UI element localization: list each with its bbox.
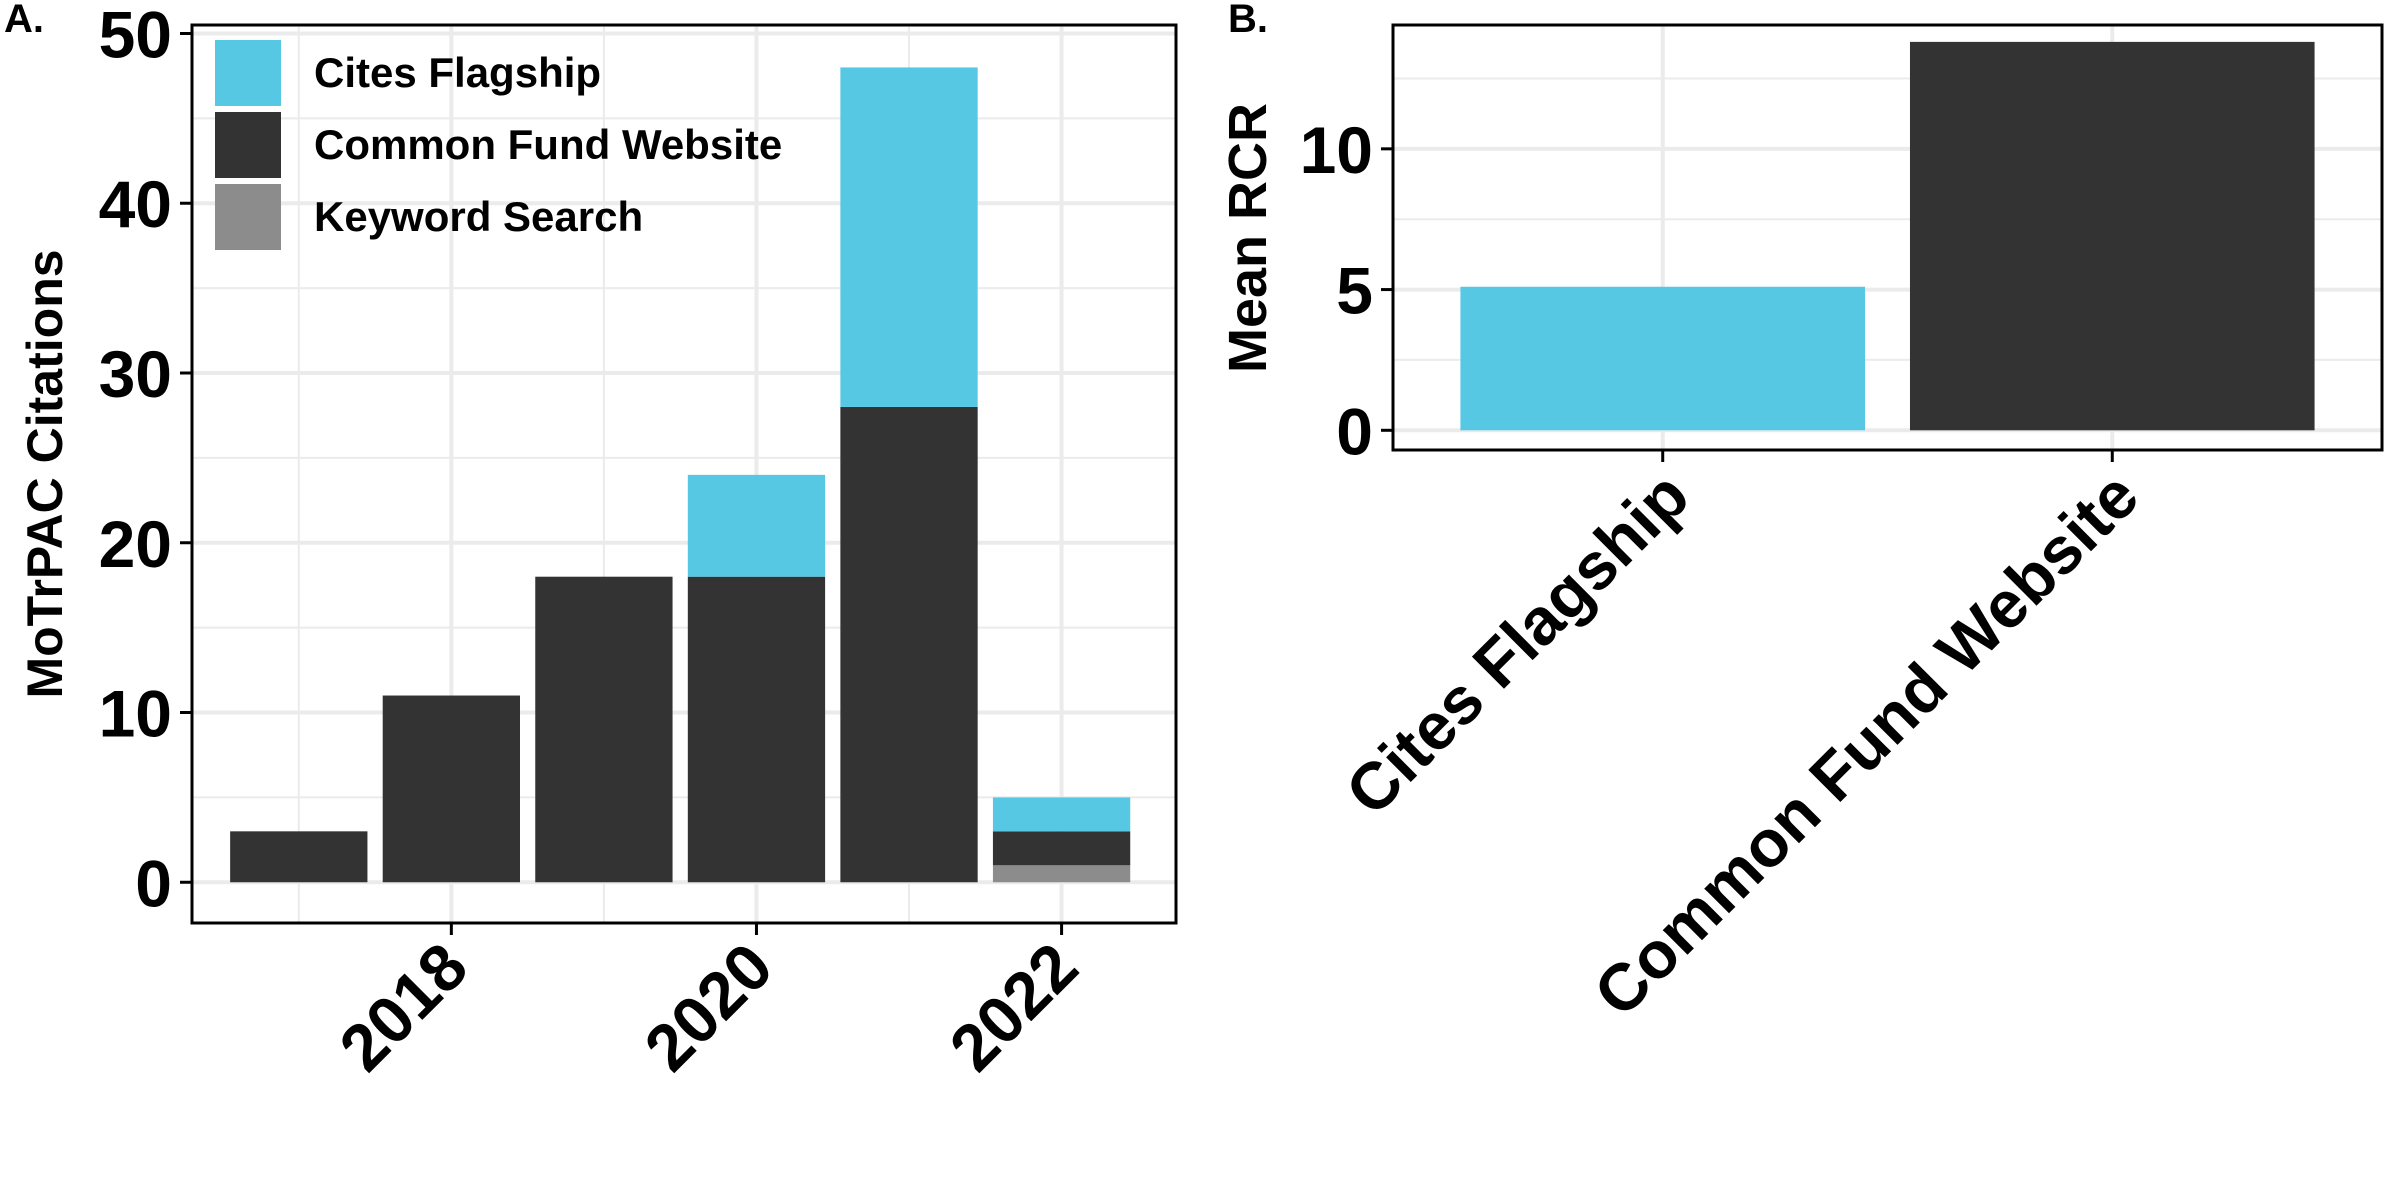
- panel-b-bars: [1460, 41, 2315, 431]
- panel-a: A. 0 10 20 30 40 50 2018 2020 2022 MoTrPAC Cita…: [4, 0, 1178, 1085]
- panel-a-plot-area: [192, 25, 1176, 923]
- panel-a-plot-border: [190, 23, 1178, 925]
- panel-a-letter: A.: [4, 0, 44, 41]
- bar-common-fund-website: [1909, 41, 2315, 431]
- y-tick-label: 10: [1300, 113, 1373, 187]
- panel-b-plot-border: [1391, 23, 2384, 452]
- legend-label: Keyword Search: [314, 193, 643, 240]
- x-tick-label: 2018: [325, 929, 481, 1085]
- legend-swatch: [215, 184, 281, 250]
- legend-swatch: [215, 112, 281, 178]
- bar-keyword-search-2022: [992, 865, 1131, 883]
- bar-common-fund-website-2019: [535, 576, 673, 883]
- y-tick-label: 30: [99, 337, 172, 411]
- y-tick-label: 20: [99, 507, 172, 581]
- y-tick-label: 50: [99, 0, 172, 71]
- panel-b-letter: B.: [1228, 0, 1268, 41]
- y-tick-label: 0: [135, 846, 172, 920]
- bar-cites-flagship: [1460, 286, 1866, 431]
- bar-cites-flagship-2021: [840, 67, 978, 407]
- panel-b-y-axis: 0 5 10: [1300, 113, 1393, 468]
- legend-label: Cites Flagship: [314, 49, 601, 96]
- bar-cites-flagship-2022: [992, 797, 1131, 832]
- legend-label: Common Fund Website: [314, 121, 782, 168]
- legend-swatch: [215, 40, 281, 106]
- bar-cites-flagship-2020: [687, 474, 826, 577]
- y-tick-label: 0: [1336, 394, 1373, 468]
- y-tick-label: 5: [1336, 254, 1373, 328]
- bar-common-fund-website-2017: [230, 831, 368, 883]
- bar-common-fund-website-2018: [382, 695, 520, 883]
- bar-common-fund-website-2022: [992, 831, 1131, 866]
- x-tick-label: Cites Flagship: [1331, 458, 1702, 829]
- panel-a-y-axis-title: MoTrPAC Citations: [17, 249, 73, 698]
- y-tick-label: 40: [99, 167, 172, 241]
- panel-b-y-axis-title: Mean RCR: [1218, 103, 1278, 373]
- panel-a-legend: Cites Flagship Common Fund Website Keyword…: [215, 40, 782, 250]
- bar-common-fund-website-2021: [840, 406, 978, 883]
- y-tick-label: 10: [99, 677, 172, 751]
- bar-common-fund-website-2020: [687, 576, 826, 883]
- x-tick-label: 2022: [935, 929, 1091, 1085]
- panel-a-x-axis: 2018 2020 2022: [325, 923, 1091, 1085]
- panel-a-y-axis: 0 10 20 30 40 50: [99, 0, 192, 920]
- x-tick-label: 2020: [630, 929, 786, 1085]
- panel-a-bars: [230, 67, 1131, 883]
